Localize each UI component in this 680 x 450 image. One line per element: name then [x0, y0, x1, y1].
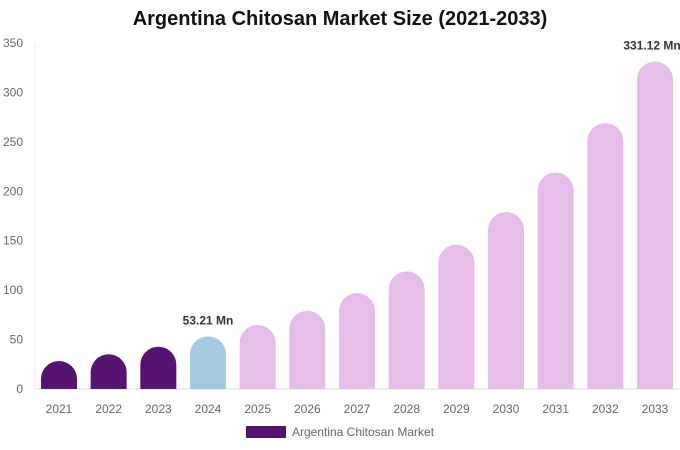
bar-2027 — [339, 293, 375, 389]
bar-2025 — [239, 325, 276, 389]
y-tick-label: 250 — [3, 135, 23, 149]
bar-2021 — [41, 361, 77, 389]
x-tick-label: 2025 — [244, 402, 271, 416]
bar-2023 — [140, 346, 177, 389]
x-tick-label: 2028 — [393, 402, 420, 416]
bar-2022 — [90, 354, 127, 389]
chart-title: Argentina Chitosan Market Size (2021-203… — [132, 8, 548, 30]
y-tick-label: 50 — [10, 333, 24, 347]
bar-2033 — [637, 61, 673, 389]
bar-2026 — [289, 310, 326, 389]
x-tick-label: 2021 — [46, 402, 73, 416]
y-tick-label: 300 — [3, 85, 23, 99]
y-tick-label: 350 — [3, 36, 23, 50]
y-tick-label: 100 — [3, 283, 23, 297]
bar-2028 — [388, 271, 425, 389]
y-tick-label: 150 — [3, 234, 23, 248]
x-tick-label: 2027 — [344, 402, 371, 416]
data-label: 53.21 Mn — [183, 313, 234, 327]
bar-2024 — [190, 336, 226, 389]
x-tick-label: 2023 — [145, 402, 172, 416]
x-tick-label: 2031 — [542, 402, 569, 416]
data-label: 331.12 Mn — [623, 39, 680, 53]
x-tick-label: 2029 — [443, 402, 470, 416]
bar-2029 — [438, 244, 475, 389]
x-tick-label: 2032 — [592, 402, 619, 416]
legend-swatch — [245, 426, 286, 438]
x-tick-label: 2024 — [195, 402, 222, 416]
y-tick-label: 200 — [3, 184, 23, 198]
x-tick-label: 2033 — [642, 402, 669, 416]
legend: Argentina Chitosan Market — [0, 425, 680, 439]
x-tick-label: 2022 — [95, 402, 122, 416]
x-tick-label: 2026 — [294, 402, 321, 416]
y-tick-label: 0 — [16, 382, 23, 396]
bar-2031 — [537, 172, 574, 389]
legend-label: Argentina Chitosan Market — [291, 425, 435, 439]
bar-2032 — [587, 123, 624, 389]
bar-2030 — [488, 212, 524, 389]
x-tick-label: 2030 — [493, 402, 520, 416]
